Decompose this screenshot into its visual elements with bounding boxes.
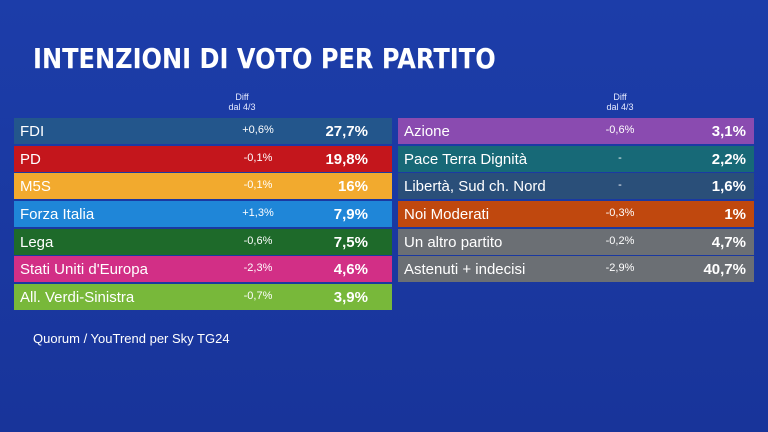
chart-title: INTENZIONI DI VOTO PER PARTITO — [33, 42, 496, 75]
party-row: Libertà, Sud ch. Nord - 1,6% — [398, 173, 754, 200]
party-name: Noi Moderati — [404, 206, 490, 224]
party-name: Astenuti + indecisi — [404, 261, 526, 279]
party-row: Noi Moderati -0,3% 1% — [398, 201, 754, 228]
party-row: FDI +0,6% 27,7% — [14, 118, 392, 144]
diff-header-line1: Diff — [235, 92, 249, 102]
diff-header-left: Diff dal 4/3 — [212, 92, 272, 112]
party-diff: -0,7% — [243, 290, 273, 303]
diff-header-line2: dal 4/3 — [228, 102, 256, 112]
party-diff: +1,3% — [242, 207, 274, 220]
party-row: Lega -0,6% 7,5% — [14, 228, 392, 255]
party-name: M5S — [20, 178, 51, 196]
party-diff: -0,3% — [605, 207, 635, 220]
party-value: 3,9% — [333, 289, 368, 307]
party-diff: - — [618, 179, 622, 192]
party-value: 1,6% — [711, 178, 746, 196]
party-value: 40,7% — [703, 261, 746, 279]
party-name: Un altro partito — [404, 233, 503, 251]
source-credit: Quorum / YouTrend per Sky TG24 — [33, 331, 230, 346]
party-table-left: FDI +0,6% 27,7% PD -0,1% 19,8% M5S -0,1% 16% Forz… — [14, 118, 392, 312]
party-name: PD — [20, 150, 41, 168]
party-name: Forza Italia — [20, 206, 95, 224]
party-name: All. Verdi-Sinistra — [20, 289, 135, 307]
party-row: PD -0,1% 19,8% — [14, 145, 392, 172]
party-value: 1% — [724, 206, 746, 224]
party-value: 4,6% — [333, 261, 368, 279]
party-name: FDI — [20, 123, 45, 140]
party-row: Un altro partito -0,2% 4,7% — [398, 228, 754, 255]
party-name: Lega — [20, 233, 54, 251]
party-row: Astenuti + indecisi -2,9% 40,7% — [398, 256, 754, 283]
diff-header-right: Diff dal 4/3 — [590, 92, 650, 112]
party-value: 16% — [337, 178, 368, 196]
party-diff: -0,2% — [605, 234, 635, 247]
party-value: 19,8% — [325, 150, 368, 168]
party-diff: - — [618, 151, 622, 164]
party-row: Azione -0,6% 3,1% — [398, 118, 754, 144]
party-value: 7,9% — [333, 206, 368, 224]
party-name: Pace Terra Dignità — [404, 150, 528, 168]
party-name: Stati Uniti d'Europa — [20, 261, 148, 279]
party-diff: -0,6% — [243, 234, 273, 247]
party-diff: -0,6% — [605, 124, 635, 136]
party-row: M5S -0,1% 16% — [14, 173, 392, 200]
diff-header-line2: dal 4/3 — [606, 102, 634, 112]
party-row: Forza Italia +1,3% 7,9% — [14, 201, 392, 228]
party-value: 7,5% — [333, 233, 368, 251]
party-diff: -2,3% — [243, 262, 273, 275]
party-value: 4,7% — [711, 233, 746, 251]
party-value: 27,7% — [325, 123, 368, 140]
party-name: Libertà, Sud ch. Nord — [404, 178, 546, 196]
party-table-right: Azione -0,6% 3,1% Pace Terra Dignità - 2,2% Li… — [398, 118, 754, 284]
diff-header-line1: Diff — [613, 92, 627, 102]
party-row: Stati Uniti d'Europa -2,3% 4,6% — [14, 256, 392, 283]
party-row: Pace Terra Dignità - 2,2% — [398, 145, 754, 172]
party-diff: -2,9% — [605, 262, 635, 275]
party-row: All. Verdi-Sinistra -0,7% 3,9% — [14, 284, 392, 311]
party-name: Azione — [404, 123, 450, 140]
party-value: 2,2% — [711, 150, 746, 168]
party-diff: -0,1% — [243, 179, 273, 192]
party-value: 3,1% — [711, 123, 746, 140]
party-diff: -0,1% — [243, 151, 273, 164]
party-diff: +0,6% — [242, 124, 274, 136]
